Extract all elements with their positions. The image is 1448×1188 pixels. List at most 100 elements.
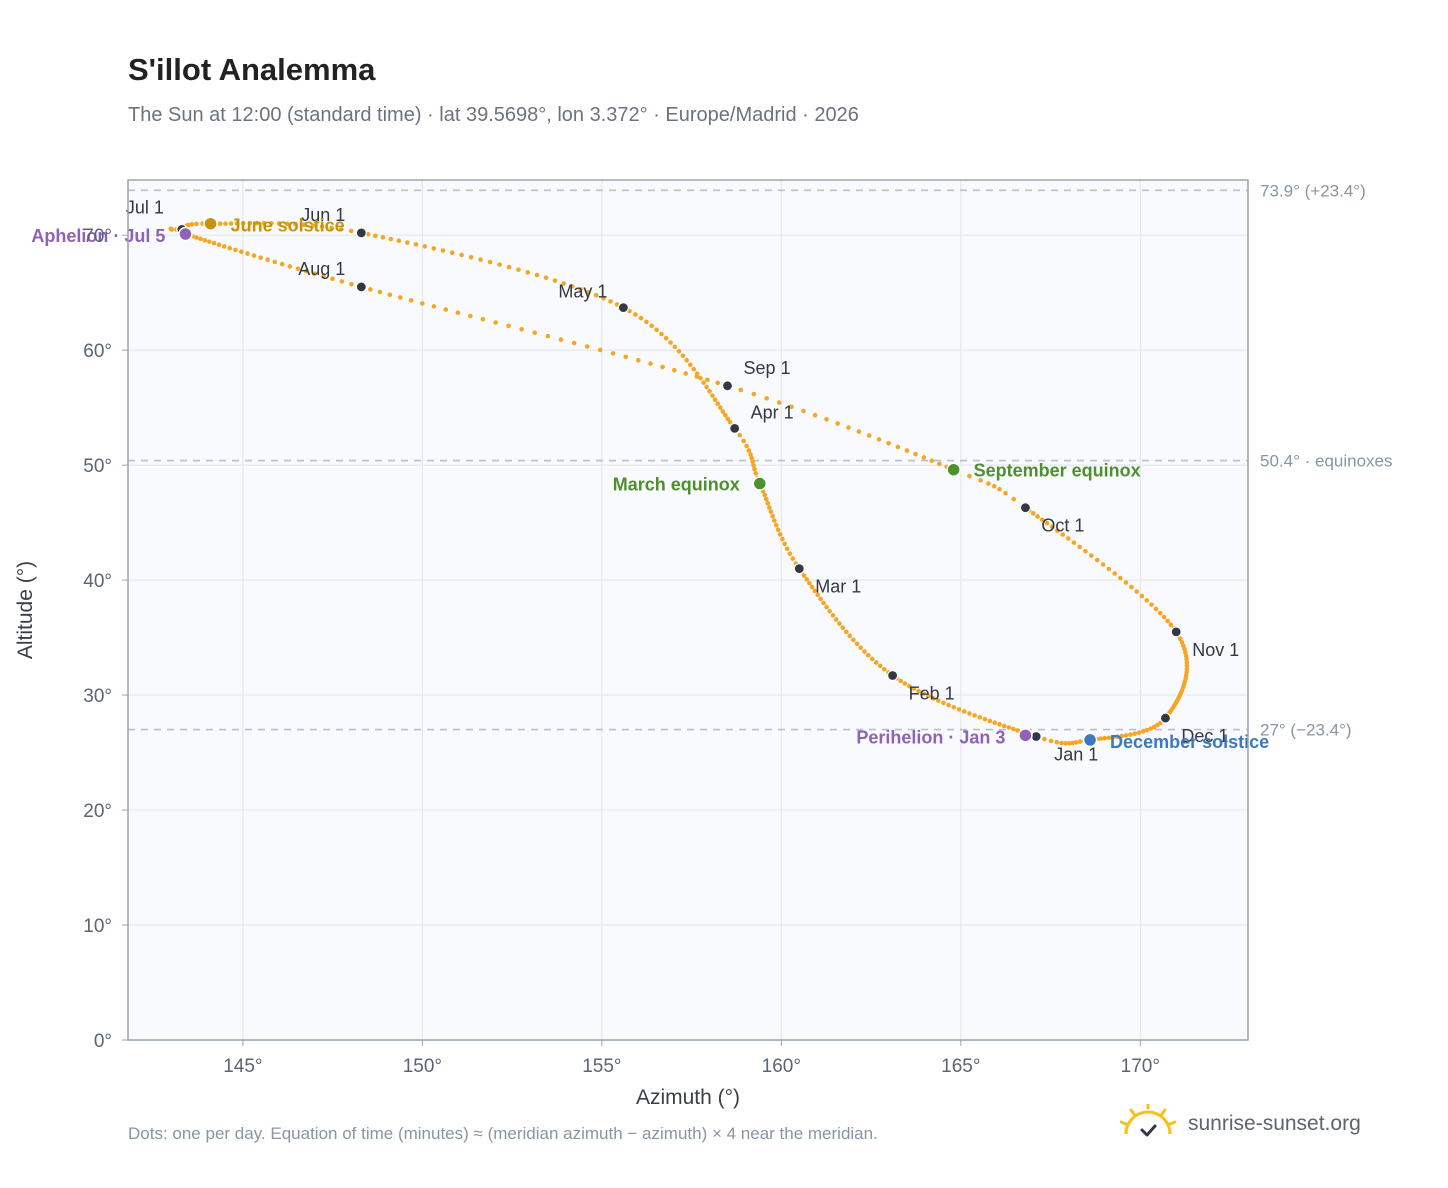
day-dot	[272, 259, 278, 265]
event-marker-dot	[1082, 732, 1098, 748]
day-dot	[217, 221, 223, 227]
day-dot	[847, 633, 853, 639]
day-dot	[1178, 636, 1183, 642]
y-tick-label: 30°	[83, 686, 112, 707]
day-dot	[408, 298, 414, 303]
day-dot	[1039, 517, 1045, 523]
day-dot	[569, 284, 575, 289]
day-dot	[194, 221, 199, 227]
brand-name[interactable]: sunrise-sunset.org	[1188, 1112, 1361, 1135]
day-dot	[698, 375, 703, 381]
day-dot	[1144, 598, 1150, 603]
month-marker-label: Jul 1	[126, 197, 164, 217]
day-dot	[780, 536, 785, 542]
day-dot	[519, 326, 524, 332]
day-dot	[467, 313, 473, 319]
day-dot	[532, 330, 538, 336]
day-dot	[775, 527, 781, 533]
day-dot	[752, 466, 757, 472]
day-dot	[866, 652, 871, 658]
day-dot	[1077, 544, 1082, 550]
day-dot	[846, 425, 851, 430]
day-dot	[301, 222, 307, 228]
day-dot	[1119, 733, 1125, 739]
day-dot	[638, 315, 644, 321]
day-dot	[707, 388, 712, 394]
day-dot	[287, 264, 293, 269]
day-dot	[1148, 726, 1153, 731]
day-dot	[1055, 528, 1060, 533]
month-marker-dot	[721, 380, 734, 392]
day-dot	[812, 588, 818, 594]
day-dot	[545, 333, 551, 339]
day-dot	[727, 419, 733, 425]
x-tick-label: 145°	[223, 1056, 262, 1077]
day-dot	[1011, 726, 1016, 732]
day-dot	[843, 629, 849, 635]
day-dot	[748, 452, 753, 457]
day-dot	[1049, 524, 1055, 530]
day-dot	[773, 522, 779, 528]
day-dot	[751, 463, 756, 468]
event-marker-label: June solstice	[231, 216, 345, 236]
x-tick-label: 155°	[582, 1056, 621, 1077]
day-dot	[1100, 562, 1106, 567]
day-dot	[1065, 536, 1071, 541]
day-dot	[997, 486, 1002, 492]
month-marker-label: Oct 1	[1041, 516, 1084, 536]
day-dot	[873, 660, 879, 665]
reference-label: 50.4° · equinoxes	[1260, 452, 1393, 471]
day-dot	[506, 323, 511, 329]
day-dot	[929, 458, 935, 464]
day-dot	[790, 556, 796, 561]
y-axis-ticks: 0° 10° 20° 30° 40° 50° 60° 70°	[83, 226, 128, 1052]
day-dot	[310, 223, 316, 228]
day-dot	[388, 236, 394, 242]
day-dot	[1102, 735, 1108, 741]
day-dot	[459, 252, 464, 258]
day-dot	[247, 220, 253, 226]
day-dot	[245, 251, 250, 256]
day-dot	[169, 227, 174, 232]
day-dot	[921, 691, 926, 696]
day-dot	[972, 713, 977, 718]
day-dot	[534, 272, 540, 278]
day-dot	[1115, 734, 1120, 740]
day-dot	[718, 405, 723, 410]
day-dot	[751, 391, 757, 397]
y-tick-label: 50°	[83, 456, 112, 477]
day-dot	[578, 286, 583, 292]
day-dot	[782, 541, 787, 547]
day-dot	[1071, 540, 1077, 545]
day-dot	[228, 221, 234, 226]
day-dot	[765, 500, 771, 506]
day-dot	[856, 429, 862, 434]
day-dot	[198, 236, 203, 242]
day-dot	[293, 221, 298, 227]
y-tick-label: 40°	[83, 571, 112, 592]
day-dot	[694, 374, 700, 379]
day-dot	[830, 613, 836, 618]
x-axis-ticks: 145° 150° 155° 160° 165° 170°	[223, 1040, 1160, 1077]
day-dot	[468, 254, 474, 260]
day-dot	[818, 596, 823, 602]
day-dot	[584, 344, 590, 349]
day-dot	[876, 437, 882, 442]
brand[interactable]: sunrise-sunset.org	[1120, 1104, 1361, 1144]
day-dot	[223, 221, 228, 226]
day-dot	[397, 295, 403, 300]
day-dot	[902, 681, 908, 686]
day-dot	[777, 532, 783, 537]
event-marker-dot	[1018, 728, 1033, 743]
day-dot	[1136, 730, 1142, 735]
x-tick-label: 160°	[762, 1056, 801, 1077]
x-axis-label: Azimuth (°)	[636, 1086, 740, 1109]
day-dot	[746, 448, 752, 453]
plot-frame	[127, 179, 1249, 1041]
day-dot	[261, 220, 267, 226]
day-dot	[801, 573, 807, 578]
chart-subtitle: The Sun at 12:00 (standard time) · lat 3…	[128, 104, 859, 126]
day-dot	[749, 455, 755, 461]
day-dot	[431, 304, 437, 309]
